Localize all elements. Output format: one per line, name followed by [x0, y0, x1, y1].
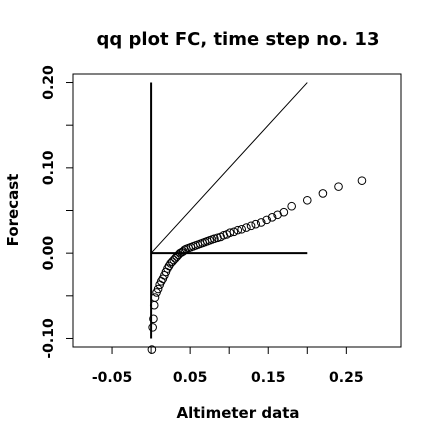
data-point: [251, 219, 261, 229]
data-point: [287, 201, 296, 211]
x-axis: -0.05 0.05 0.15 0.25: [92, 346, 364, 386]
reference-line-identity: [150, 82, 308, 254]
data-point: [147, 345, 157, 354]
data-point: [318, 189, 328, 198]
data-point: [225, 228, 235, 237]
data-point: [242, 223, 251, 232]
x-tick-label: 0.15: [251, 370, 286, 386]
y-tick-label: 0.20: [41, 65, 57, 100]
x-axis-title: Altimeter data: [177, 404, 300, 422]
data-point: [163, 264, 172, 273]
reference-lines: [150, 82, 308, 339]
data-point: [150, 293, 160, 302]
data-point: [149, 314, 158, 324]
x-tick-label: 0.05: [173, 370, 208, 386]
y-axis-title: Forecast: [4, 174, 22, 247]
x-tick-label: 0.25: [329, 370, 364, 386]
data-point: [302, 195, 312, 205]
y-tick-label: -0.10: [41, 318, 57, 359]
data-point: [229, 227, 239, 237]
data-point: [148, 323, 157, 332]
chart-title: qq plot FC, time step no. 13: [97, 29, 380, 50]
y-tick-label: 0.00: [41, 236, 57, 271]
data-point: [256, 218, 266, 227]
data-point: [246, 221, 256, 231]
data-point: [233, 225, 243, 235]
x-tick-label: -0.05: [92, 370, 132, 386]
data-point: [164, 261, 174, 271]
data-point: [267, 213, 277, 222]
data-point: [153, 284, 163, 294]
data-point: [262, 215, 271, 225]
plot-frame: [72, 73, 402, 348]
data-point: [334, 182, 343, 191]
data-point: [357, 176, 367, 185]
data-point: [237, 224, 246, 234]
data-points: [147, 176, 367, 354]
data-point: [279, 207, 289, 217]
y-tick-label: 0.10: [41, 150, 57, 185]
y-axis: -0.10 0.00 0.10 0.20: [41, 65, 74, 359]
